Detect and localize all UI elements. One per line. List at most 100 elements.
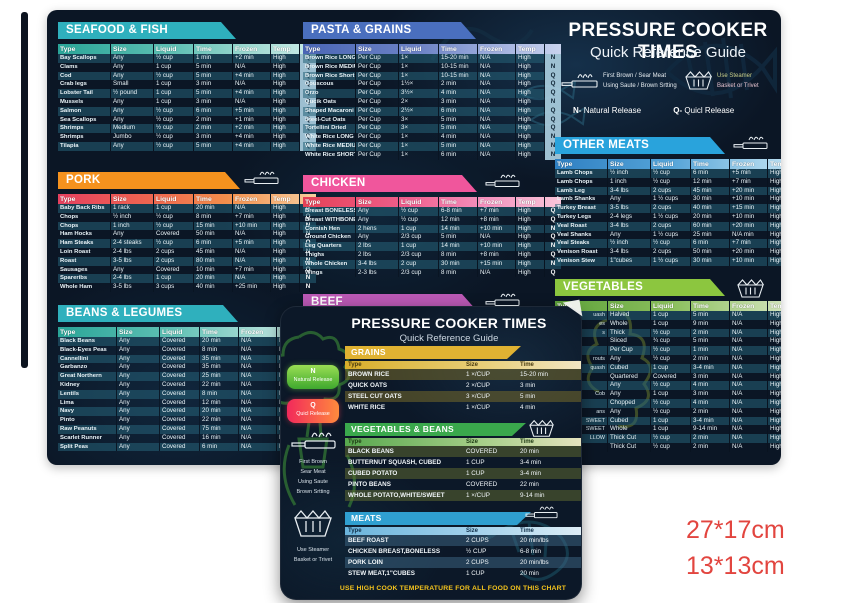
table-cell: N (544, 259, 561, 269)
column-header: Time (193, 44, 233, 54)
table-cell: High (270, 274, 300, 284)
table-cell: 1 cup (650, 319, 691, 329)
table-cell: Q (544, 207, 561, 216)
table-cell: 6 min (690, 169, 730, 178)
table-cell: ½ cup (650, 169, 691, 178)
table-cell: N/A (729, 363, 768, 373)
table-cell: Any (110, 265, 154, 275)
table-cell (555, 398, 608, 408)
table-cell: +4 min (232, 133, 271, 142)
table-cell: 45 min (193, 247, 233, 257)
saute-note-line: Brown Srtting (296, 489, 330, 495)
table-cell: 25 min (199, 372, 239, 381)
table-cell: High (515, 54, 545, 63)
table-cell: Any (607, 354, 651, 364)
table-cell: ½ cup (650, 442, 691, 452)
table-cell: +4 min (232, 89, 271, 98)
vegetables-title: VEGETABLES (563, 281, 644, 293)
table-cell: N/A (238, 345, 277, 355)
table-row: Turkey Breast 3-5 lbs 2 cups 40 min +15 min H… (555, 204, 781, 213)
table-cell: Ham Steaks (58, 239, 111, 248)
table-cell: Q (544, 115, 561, 125)
table-cell: N/A (729, 381, 768, 391)
table-cell: N/A (729, 425, 768, 435)
table-cell: ½ inch (607, 239, 651, 249)
table-cell: Brown Rice Short (303, 71, 356, 81)
pill-label: Natural Release (293, 377, 333, 383)
table-cell: 16 min (199, 433, 239, 443)
table-cell: N (544, 62, 561, 72)
table-cell: Raw Peanuts (58, 424, 117, 434)
table-cell: High (515, 133, 545, 142)
table-cell: High (270, 230, 300, 240)
table-cell: Q (544, 80, 561, 90)
other-meats-title: OTHER MEATS (563, 139, 650, 151)
column-header: Size (466, 528, 479, 534)
table-cell: N/A (232, 247, 271, 257)
table-cell: +20 min (729, 248, 768, 257)
table-cell: 2 min (690, 328, 730, 338)
table-cell: Covered (153, 265, 194, 275)
table-cell: N (544, 54, 561, 63)
table-cell: 3-4 min (520, 459, 541, 466)
table-cell: N/A (238, 363, 277, 373)
table-cell: 1 cup (153, 97, 194, 107)
column-header: Type (303, 44, 356, 54)
table-cell: High (270, 283, 300, 292)
section-other-meats: OTHER MEATS TypeSizeLiquidTimeFrozenTemp… (555, 136, 781, 266)
table-cell: BEEF ROAST (345, 535, 463, 546)
table-row: Cornish Hen 2 hens 1 cup 14 min +10 min High N (303, 224, 561, 234)
table-cell: N/A (238, 424, 277, 434)
table-cell: Any (110, 141, 154, 151)
column-header: Size (466, 439, 479, 445)
table-cell: 2 min (690, 407, 730, 417)
table-cell: High (767, 398, 781, 408)
table-cell: ½ cup (153, 106, 194, 116)
table-cell: High (515, 62, 545, 72)
table-cell: Spareribs (58, 274, 111, 284)
table-cell: N/A (477, 71, 516, 81)
table-cell: Any (355, 233, 399, 243)
table-cell: Cannellini (58, 354, 117, 364)
table-cell: N/A (238, 433, 277, 443)
table-cell: 5 min (438, 141, 478, 151)
table-cell: N/A (729, 416, 768, 426)
column-header: Time (199, 327, 239, 337)
table-cell: N/A (729, 372, 768, 382)
table-cell: N/A (477, 54, 516, 63)
table-cell: Any (355, 207, 399, 216)
table-cell: Q (550, 268, 556, 276)
column-header: Frozen (477, 44, 516, 54)
table-cell: Breast BONELESS (303, 207, 356, 216)
table-cell: High (270, 247, 300, 257)
table-cell: Any (116, 337, 160, 346)
table-cell: +2 min (232, 54, 271, 63)
table-cell: Any (116, 363, 160, 373)
table-cell: 5 min (193, 62, 233, 72)
table-cell: Any (116, 354, 160, 364)
seafood-table: Type Size Liquid Time Frozen Temp Bay Scallops… (58, 44, 316, 151)
table-cell: ½ cup (650, 239, 691, 249)
veg-beans-title: VEGETABLES & BEANS (351, 424, 455, 434)
table-cell: Cubed (607, 416, 651, 426)
table-cell: Loin Roast (58, 247, 111, 257)
table-cell: ½ cup (650, 354, 691, 364)
table-cell: 2-4 steaks (110, 239, 154, 248)
table-cell: 30 min (438, 259, 478, 269)
saute-note-line: First Brown (299, 459, 327, 465)
table-cell: 2 min (690, 442, 730, 452)
table-cell: 3× (398, 124, 439, 134)
table-cell: +10 min (477, 242, 516, 251)
table-cell: +5 min (232, 239, 271, 248)
table-cell: Ground Chicken (303, 233, 356, 243)
steamer-basket-icon (685, 71, 712, 90)
table-cell: 1 ×/CUP (463, 369, 517, 380)
table-cell: High (767, 354, 781, 364)
table-cell: 5 min (193, 71, 233, 81)
